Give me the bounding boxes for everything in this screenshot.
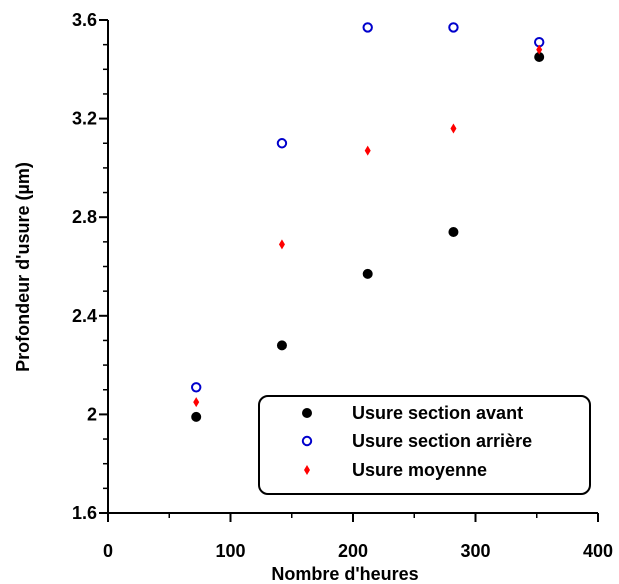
data-point-series-2 [193,397,200,408]
data-point-series-0 [276,340,287,351]
x-tick-label: 400 [583,541,613,561]
x-axis-title: Nombre d'heures [271,564,418,584]
y-tick-label: 2.8 [72,207,97,227]
legend-marker-1 [301,435,313,447]
data-point-series-0 [448,226,459,237]
data-point-series-2 [450,123,457,134]
legend-label-0: Usure section avant [352,403,523,423]
ticks: 0 100 200 300 400 1.6 2 2.4 2.8 3.2 3.6 [72,10,613,561]
data-point-series-2 [278,239,285,250]
data-points [191,22,545,422]
data-point-series-1 [276,138,288,149]
data-point-series-2 [536,44,543,55]
y-tick-label: 3.2 [72,109,97,129]
legend: Usure section avant Usure section arrière… [258,395,591,495]
x-tick-label: 200 [338,541,368,561]
y-tick-label: 2 [87,404,97,424]
y-tick-label: 3.6 [72,10,97,30]
data-point-series-2 [364,145,371,156]
x-tick-label: 300 [460,541,490,561]
legend-label-2: Usure moyenne [352,460,487,480]
y-tick-label: 1.6 [72,503,97,523]
data-point-series-0 [191,411,202,422]
y-axis-title: Profondeur d'usure (µm) [13,162,33,372]
legend-marker-0 [302,408,312,418]
legend-label-1: Usure section arrière [352,431,532,451]
data-point-series-1 [362,22,373,33]
x-tick-label: 100 [215,541,245,561]
data-point-series-1 [191,382,202,393]
data-point-series-0 [362,268,373,279]
data-point-series-1 [448,22,459,33]
legend-marker-2 [304,465,310,475]
x-tick-label: 0 [103,541,113,561]
data-point-series-0 [534,51,545,62]
legend-box [258,395,591,495]
y-tick-label: 2.4 [72,306,97,326]
